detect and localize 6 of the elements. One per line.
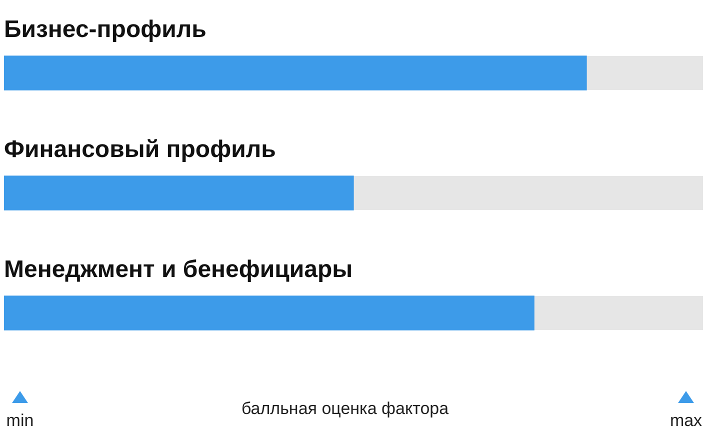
text: max — [670, 411, 703, 430]
y-tick-label: Финансовый профиль — [4, 136, 276, 163]
y-tick-label: Бизнес-профиль — [4, 16, 206, 43]
y-tick-label: Менеджмент и бенефициары — [4, 256, 353, 283]
text: min — [6, 411, 34, 430]
x-axis-title: балльная оценка фактора — [241, 399, 450, 418]
